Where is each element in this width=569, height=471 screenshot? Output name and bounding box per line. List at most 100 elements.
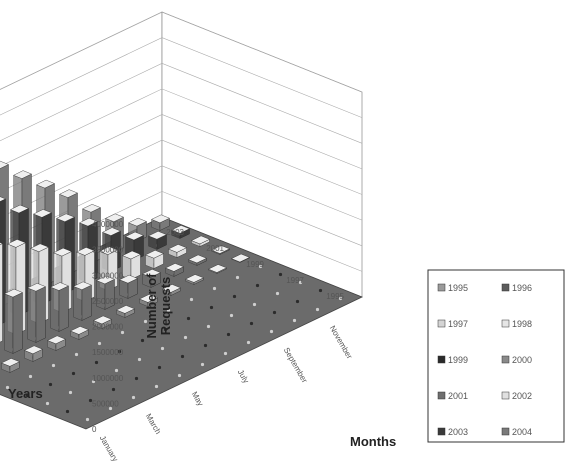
bar-face-top xyxy=(47,335,66,345)
bar xyxy=(231,253,250,263)
bar xyxy=(168,244,187,258)
floor-marker xyxy=(91,379,96,384)
floor-marker xyxy=(71,371,76,376)
floor-marker xyxy=(48,382,53,387)
bar-face-side xyxy=(73,286,83,321)
bar-face-top xyxy=(93,315,112,325)
month-tick-label: May xyxy=(190,390,205,408)
legend-swatch xyxy=(437,427,446,436)
bar-face-top xyxy=(79,217,98,227)
z-tick-label: 2000000 xyxy=(92,323,124,332)
floor-marker xyxy=(166,308,171,313)
bar-face-front xyxy=(81,284,92,321)
legend-swatch xyxy=(437,283,446,292)
floor-marker xyxy=(298,280,303,285)
z-tick-label: 1500000 xyxy=(92,348,124,357)
z-tick-label: 2500000 xyxy=(92,297,124,306)
bar xyxy=(141,269,162,288)
year-tick-label: 2001 xyxy=(206,244,224,253)
bar-face-front xyxy=(58,285,69,332)
bar-face-top xyxy=(7,239,26,248)
bar-face-top xyxy=(0,242,3,245)
bar xyxy=(208,264,227,274)
bar-face-side xyxy=(50,286,60,332)
year-tick-label: 1995 xyxy=(326,292,344,301)
bar xyxy=(50,282,69,332)
bar xyxy=(147,231,168,250)
z-gridline xyxy=(0,11,363,93)
floor-marker xyxy=(315,307,320,312)
month-tick-label: July xyxy=(236,368,251,385)
bar-face-top xyxy=(0,196,6,202)
bar-face-top xyxy=(33,209,52,218)
floor-marker xyxy=(278,272,283,277)
bar-face-top xyxy=(81,204,102,213)
bar xyxy=(24,345,43,362)
legend-swatch xyxy=(501,427,510,436)
floor-marker xyxy=(223,351,228,356)
bar-face-top xyxy=(24,345,43,355)
bar xyxy=(139,294,158,307)
z-gridline xyxy=(0,139,363,221)
z-tick-label: 3000000 xyxy=(92,271,124,280)
y-axis-title: Years xyxy=(8,386,43,401)
bar-face-top xyxy=(147,231,168,240)
floor-marker xyxy=(111,387,116,392)
bar xyxy=(70,326,89,340)
z-tick-label: 4000000 xyxy=(92,220,124,229)
legend-swatch xyxy=(501,391,510,400)
floor-marker xyxy=(183,335,188,340)
z-gridline xyxy=(0,37,363,118)
x-axis-title: Months xyxy=(350,434,396,449)
bar-face-front xyxy=(12,292,23,354)
bar-face-top xyxy=(116,305,135,314)
floor-marker xyxy=(212,286,217,291)
bar-face-top xyxy=(122,250,141,260)
bar-face-top xyxy=(144,250,165,259)
month-tick-label: January xyxy=(98,434,120,463)
floor-marker xyxy=(28,374,33,379)
bar xyxy=(122,250,141,280)
legend-label: 1999 xyxy=(448,355,468,365)
bar-face-top xyxy=(211,245,230,254)
floor-marker xyxy=(134,376,139,381)
floor-marker xyxy=(318,288,323,293)
bar xyxy=(165,263,184,277)
legend-label: 1998 xyxy=(512,319,532,329)
legend-label: 2004 xyxy=(512,427,532,437)
bar xyxy=(171,225,190,239)
floor-marker xyxy=(160,346,165,351)
bar xyxy=(191,235,210,247)
legend-swatch xyxy=(437,319,446,328)
bar-face-top xyxy=(50,282,69,291)
year-tick-label: 2003 xyxy=(166,228,184,237)
floor-marker xyxy=(275,291,280,296)
bar-face-top xyxy=(76,247,95,256)
bar-face-top xyxy=(102,227,121,236)
bar-face-top xyxy=(53,247,72,257)
z-tick-label: 1000000 xyxy=(92,374,124,383)
floor-marker xyxy=(258,264,263,269)
gridlines xyxy=(0,11,363,272)
floor-marker xyxy=(157,365,162,370)
legend: 1995 1996 1997 1998 1999 2000 2001 2002 2003 2004 xyxy=(427,269,565,443)
bar-face-top xyxy=(104,213,125,222)
floor-marker xyxy=(249,321,254,326)
floor-marker xyxy=(189,297,194,302)
bar xyxy=(119,274,138,299)
bar-face-top xyxy=(208,264,227,273)
bar-face-top xyxy=(59,189,78,198)
floor-marker xyxy=(203,343,208,348)
bar-face-top xyxy=(99,246,118,255)
bar-face-top xyxy=(151,214,170,224)
bar xyxy=(144,250,165,269)
bar-face-top xyxy=(139,294,158,303)
z-axis-title: Number ofRequests xyxy=(144,273,173,339)
z-tick-label: 500000 xyxy=(92,399,119,408)
legend-label: 2002 xyxy=(512,391,532,401)
floor-marker xyxy=(177,373,182,378)
floor-marker xyxy=(85,417,90,422)
floor-marker xyxy=(120,330,125,335)
bar-face-top xyxy=(184,274,205,283)
